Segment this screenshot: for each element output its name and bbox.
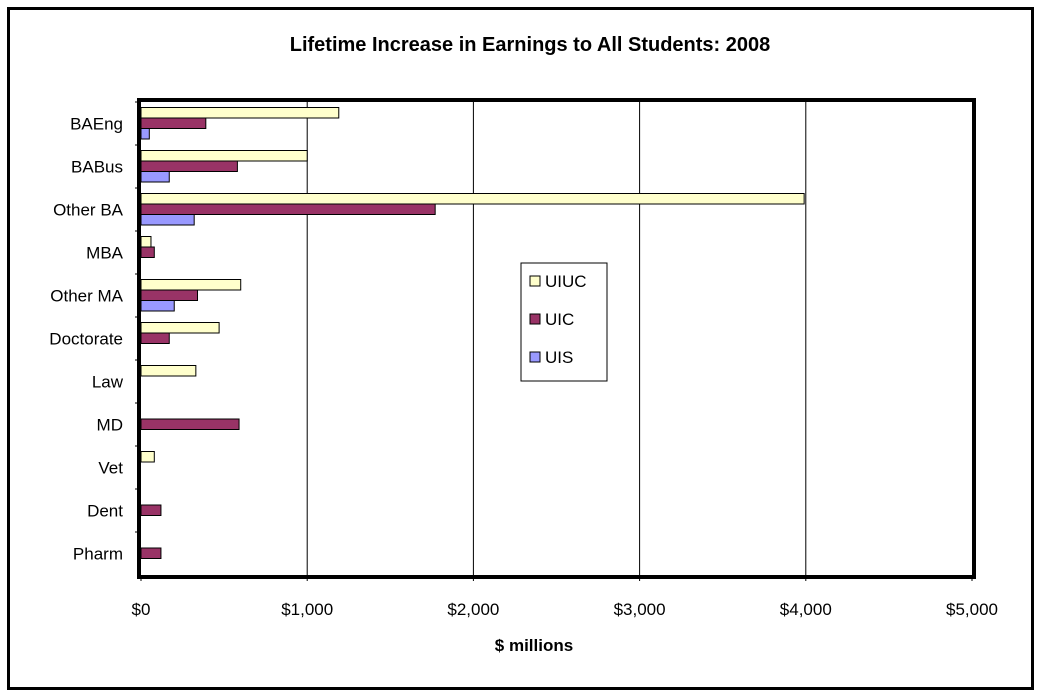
x-tick-label-3: $3,000 [614,600,666,619]
legend-label-uiuc: UIUC [545,272,587,291]
x-tick-label-2: $2,000 [447,600,499,619]
bar-uiuc-4 [140,279,242,291]
bar-uic-10 [140,547,162,559]
chart-frame: Lifetime Increase in Earnings to All Stu… [7,7,1034,690]
bar-uic-4 [140,289,199,301]
x-tick-label-1: $1,000 [281,600,333,619]
bar-uis-0 [140,128,150,140]
bar-uic-0 [140,117,207,129]
y-tick-label-3: MBA [86,244,124,263]
legend-swatch-uiuc [529,275,541,287]
x-axis-title: $ millions [495,636,573,655]
bar-uiuc-8 [140,451,155,463]
bar-uis-2 [140,214,195,226]
bar-uis-4 [140,300,175,312]
x-tick-label-0: $0 [132,600,151,619]
y-tick-labels: BAEng BABus Other BA MBA Other MA Doctorate La… [49,101,141,564]
bar-uic-9 [140,504,162,516]
x-tick-labels: $0 $1,000 $2,000 $3,000 $4,000 $5,000 [132,575,998,619]
y-tick-label-0: BAEng [70,115,123,134]
bar-uiuc-2 [140,193,805,205]
legend-swatch-uic [529,313,541,325]
legend-label-uis: UIS [545,348,573,367]
x-tick-label-4: $4,000 [780,600,832,619]
y-tick-label-2: Other BA [53,201,124,220]
y-tick-label-4: Other MA [50,287,123,306]
bar-uiuc-0 [140,107,340,119]
bar-uic-2 [140,203,436,215]
bars [140,107,805,559]
legend-swatch-uis [529,351,541,363]
bar-uic-7 [140,418,240,430]
legend-label-uic: UIC [545,310,574,329]
bar-uic-5 [140,332,170,344]
y-tick-label-9: Dent [87,502,123,521]
gridlines [306,102,807,575]
chart-title: Lifetime Increase in Earnings to All Stu… [290,34,771,56]
chart-svg: Lifetime Increase in Earnings to All Stu… [49,34,998,655]
y-tick-label-5: Doctorate [49,330,123,349]
y-tick-label-1: BABus [71,158,123,177]
x-tick-label-5: $5,000 [946,600,998,619]
y-tick-label-10: Pharm [73,545,123,564]
y-tick-label-8: Vet [98,459,123,478]
y-tick-label-6: Law [92,373,124,392]
y-tick-label-7: MD [97,416,123,435]
bar-uis-1 [140,171,170,183]
bar-uic-1 [140,160,238,172]
legend: UIUC UIC UIS [520,262,608,382]
plot-border [137,98,976,579]
bar-uic-3 [140,246,155,258]
bar-uiuc-3 [140,236,152,248]
bar-uiuc-1 [140,150,308,162]
bar-uiuc-5 [140,322,220,334]
bar-uiuc-6 [140,365,197,377]
